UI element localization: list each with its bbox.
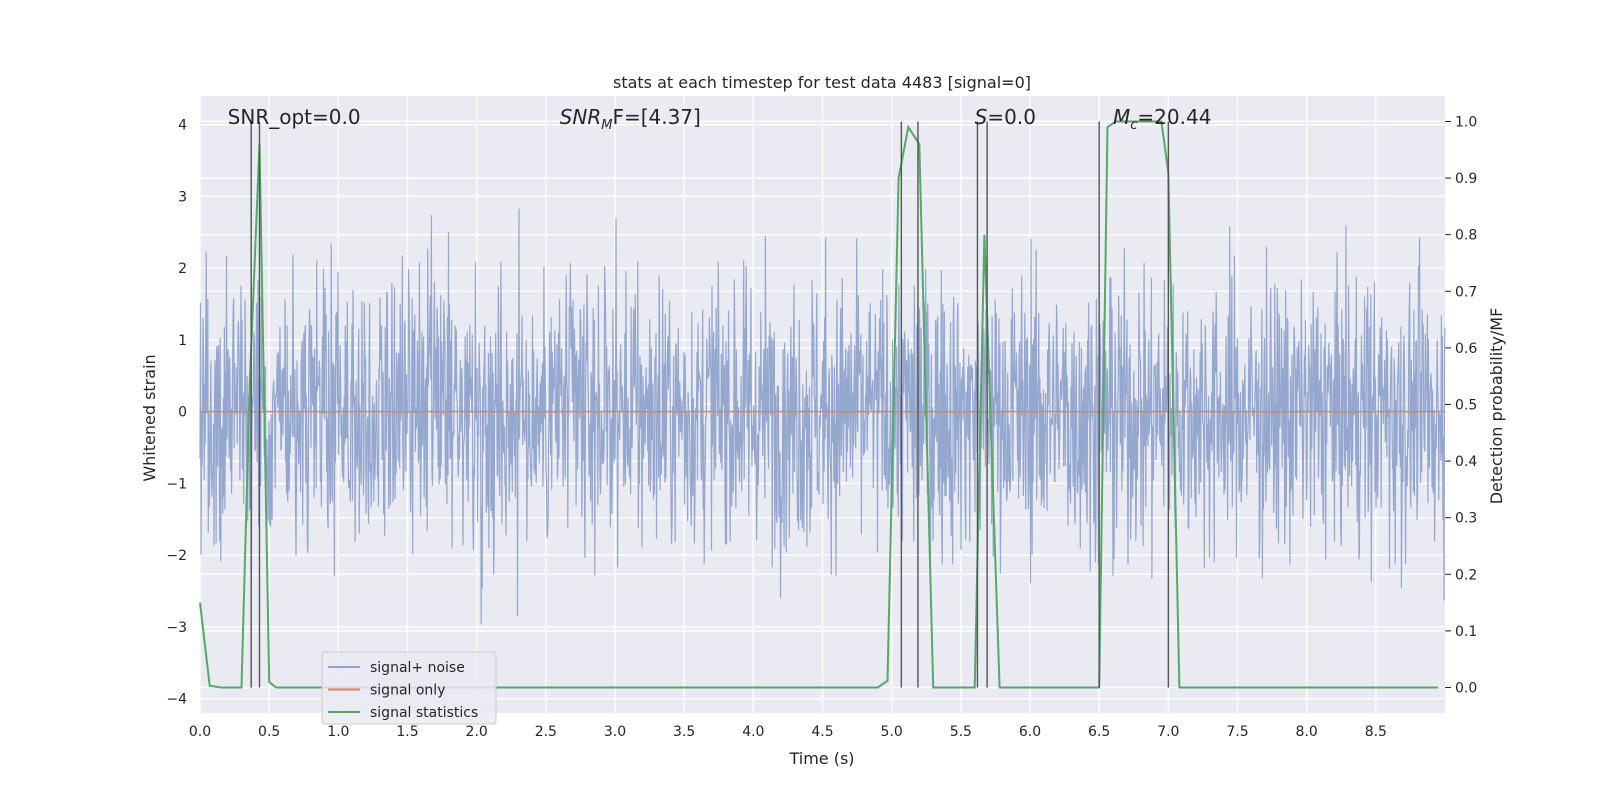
- x-tick-label: 1.0: [327, 724, 349, 740]
- annotations: SNR_opt=0.0 SNRMF=[4.37] S=0.0 Mc=20.44: [228, 105, 1212, 133]
- y-tick-label: 3: [178, 189, 187, 205]
- y2-tick-label: 0.9: [1455, 171, 1477, 187]
- chart-title: stats at each timestep for test data 448…: [613, 73, 1031, 92]
- y2-tick-label: 1.0: [1455, 114, 1477, 130]
- x-tick-label: 5.5: [950, 724, 972, 740]
- y2-tick-label: 0.2: [1455, 567, 1477, 583]
- x-tick-label: 7.5: [1226, 724, 1248, 740]
- annotation-4: Mc=20.44: [1113, 105, 1211, 133]
- y2-tick-label: 0.8: [1455, 228, 1477, 244]
- signal-statistics-line: [199, 120, 1439, 689]
- x-tick-label: 2.0: [466, 724, 488, 740]
- noise-line: [199, 208, 1446, 625]
- y2-tick-label: 0.5: [1455, 398, 1477, 414]
- x-tick-label: 3.5: [673, 724, 695, 740]
- y-tick-label: −1: [166, 476, 187, 492]
- y2-tick-label: 0.0: [1455, 681, 1477, 697]
- x-tick-label: 8.0: [1296, 724, 1318, 740]
- legend-label: signal only: [370, 683, 445, 699]
- y-axis-ticks: 4 3 2 1 0 −1 −2 −3 −4: [166, 118, 187, 708]
- x-tick-label: 5.0: [881, 724, 903, 740]
- x-tick-label: 6.5: [1088, 724, 1110, 740]
- y-tick-label: 1: [178, 333, 187, 349]
- x-axis-ticks: 0.0 0.5 1.0 1.5 2.0 2.5 3.0 3.5 4.0 4.5 5.0 5.5 6.0 6…: [189, 724, 1387, 740]
- y-tick-label: 4: [178, 118, 187, 134]
- x-tick-label: 0.5: [258, 724, 280, 740]
- vertical-markers: [250, 121, 1170, 688]
- x-axis-label: Time (s): [788, 749, 854, 768]
- y2-tick-label: 0.1: [1455, 624, 1477, 640]
- x-tick-label: 4.5: [811, 724, 833, 740]
- legend-label: signal+ noise: [370, 660, 465, 676]
- x-tick-label: 3.0: [604, 724, 626, 740]
- x-tick-label: 1.5: [396, 724, 418, 740]
- legend: signal+ noise signal only signal statistic…: [321, 651, 497, 725]
- y2-tick-label: 0.7: [1455, 284, 1477, 300]
- y-axis-label: Whitened strain: [140, 354, 159, 481]
- x-tick-label: 6.0: [1019, 724, 1041, 740]
- y2-axis-ticks: 1.0 0.9 0.8 0.7 0.6 0.5 0.4 0.3 0.2 0.1 0.0: [1445, 114, 1477, 697]
- y-tick-label: 0: [178, 405, 187, 421]
- noise-series: [199, 208, 1446, 625]
- x-tick-label: 7.0: [1157, 724, 1179, 740]
- y-tick-label: 2: [178, 261, 187, 277]
- x-tick-label: 0.0: [189, 724, 211, 740]
- y2-tick-label: 0.6: [1455, 341, 1477, 357]
- annotation-3: S=0.0: [975, 105, 1036, 129]
- x-tick-label: 2.5: [535, 724, 557, 740]
- signal-statistics-series: [199, 120, 1439, 689]
- legend-label: signal statistics: [370, 705, 478, 721]
- y2-axis-label: Detection probability/MF: [1487, 308, 1506, 505]
- annotation-1: SNR_opt=0.0: [228, 105, 361, 129]
- x-tick-label: 4.0: [742, 724, 764, 740]
- y-tick-label: −4: [166, 692, 187, 708]
- x-tick-label: 8.5: [1365, 724, 1387, 740]
- y2-tick-label: 0.3: [1455, 511, 1477, 527]
- annotation-2: SNRMF=[4.37]: [560, 105, 701, 133]
- y-tick-label: −3: [166, 620, 187, 636]
- legend-box: [321, 651, 497, 725]
- y2-tick-label: 0.4: [1455, 454, 1477, 470]
- y-tick-label: −2: [166, 548, 187, 564]
